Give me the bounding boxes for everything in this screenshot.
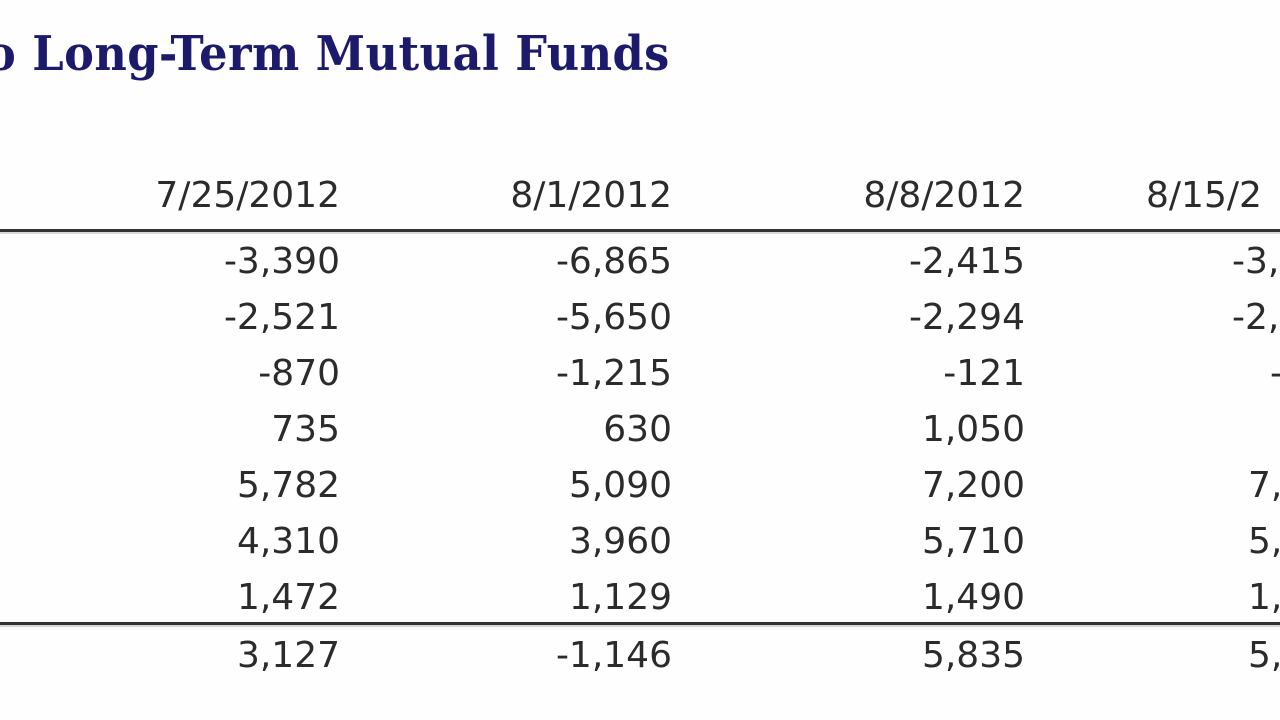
total-cell: 5, (1248, 635, 1280, 676)
table-cell: -6,865 (555, 241, 672, 282)
table-cell: -2, (1232, 297, 1280, 338)
table-cell: 1, (1248, 577, 1280, 618)
table-cell: -3, (1232, 241, 1280, 282)
column-header: 8/1/2012 (510, 175, 672, 216)
column-header: 8/15/2 (1146, 175, 1262, 216)
header-divider (0, 229, 1280, 232)
table-cell: -2,521 (223, 297, 340, 338)
table-cell: 7,200 (921, 465, 1025, 506)
table-cell: -2,415 (908, 241, 1025, 282)
table-cell: 630 (603, 409, 672, 450)
table-cell: -1,215 (555, 353, 672, 394)
table-cell: 1,129 (568, 577, 672, 618)
total-cell: 3,127 (236, 635, 340, 676)
table-cell: -121 (943, 353, 1025, 394)
table-cell: 3,960 (568, 521, 672, 562)
total-cell: -1,146 (555, 635, 672, 676)
table-cell: 5,090 (568, 465, 672, 506)
total-divider (0, 622, 1280, 625)
table-cell: 735 (271, 409, 340, 450)
table-cell: 7, (1248, 465, 1280, 506)
column-header: 7/25/2012 (155, 175, 340, 216)
table-cell: -3,390 (223, 241, 340, 282)
table-cell: -2,294 (908, 297, 1025, 338)
table-cell: - (1270, 356, 1280, 392)
table-cell: 5, (1248, 521, 1280, 562)
table-cell: 4,310 (236, 521, 340, 562)
total-cell: 5,835 (921, 635, 1025, 676)
page-title: o Long-Term Mutual Funds (0, 26, 670, 82)
table-cell: 5,710 (921, 521, 1025, 562)
table-cell: 1,472 (236, 577, 340, 618)
table-cell: 1,490 (921, 577, 1025, 618)
column-header: 8/8/2012 (863, 175, 1025, 216)
table-cell: 1,050 (921, 409, 1025, 450)
table-cell: -870 (258, 353, 340, 394)
table-cell: -5,650 (555, 297, 672, 338)
table-cell: 5,782 (236, 465, 340, 506)
